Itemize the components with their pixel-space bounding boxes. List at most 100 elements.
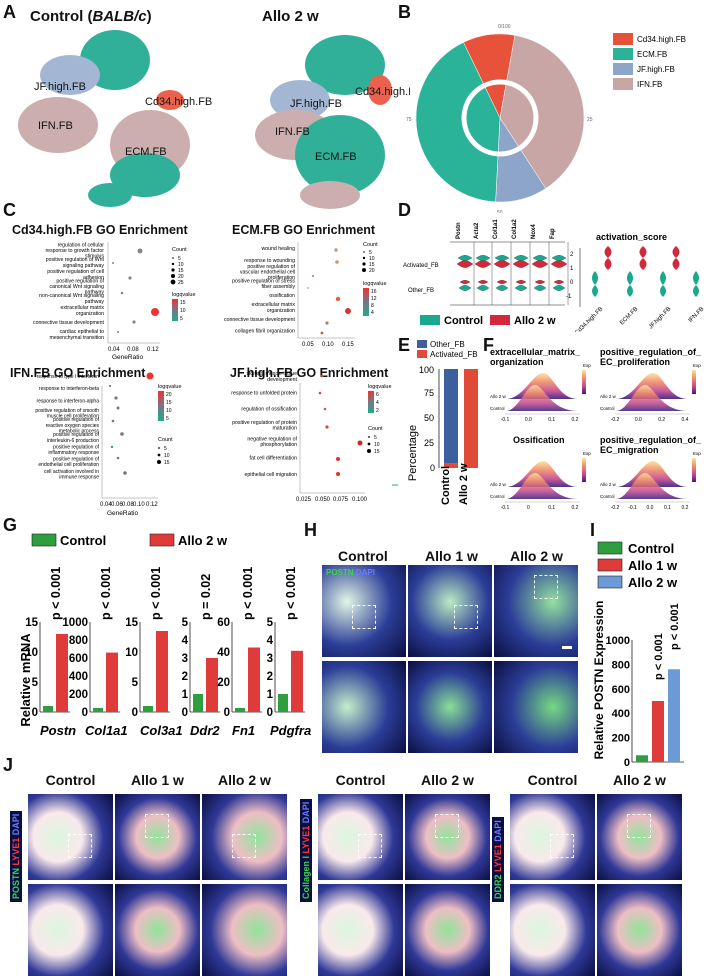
g-ytick: 10: [25, 647, 38, 659]
jf-count-2: 15: [374, 449, 380, 455]
ifn-xtick-4: 0.12: [146, 502, 158, 508]
i-ytick: 1000: [606, 635, 630, 647]
i-bar-Control: [636, 755, 648, 762]
go-term: regulation of ossification: [241, 407, 297, 413]
umap-jf-blob: [40, 55, 100, 95]
e-ytick-4: 0: [430, 463, 435, 473]
zoom-box: [627, 814, 651, 838]
ecm-count-2: 15: [369, 262, 375, 268]
f-xtick: 0.0: [647, 505, 654, 511]
d-violin: [553, 280, 565, 284]
g-ytick: 20: [217, 677, 230, 689]
umap-label-ecm-control: ECM.FB: [125, 146, 167, 158]
d-violin: [494, 255, 510, 261]
g-ytick: 0: [267, 707, 273, 719]
d-violin: [551, 255, 567, 261]
f-xtick: 0: [527, 505, 530, 511]
i-bar-Allo 2 w: [668, 669, 680, 762]
d-violin: [476, 285, 490, 291]
d-score-violin-allo: [604, 246, 612, 270]
cd34-xtick-1: 0.08: [127, 347, 139, 353]
e-bar-activated-Allo 2 w: [464, 369, 478, 468]
j-micrograph: [510, 794, 595, 880]
d-row-other: Other_FB: [408, 288, 434, 294]
f-legend-bar: [692, 370, 696, 394]
f-legend-title: Exp: [693, 451, 701, 456]
d-score-y0: 2: [570, 252, 574, 258]
j-stain-label-1: Collagen I LYVE1 DAPI: [300, 798, 312, 902]
f-xtick: 0.1: [548, 417, 555, 423]
g-ytick: 1: [182, 689, 189, 701]
g-xlabel-Ddr2: Ddr2: [190, 723, 220, 738]
pie-tick-left: 75: [406, 117, 412, 123]
jf-count-0: 5: [374, 435, 377, 441]
g-legend-control: Control: [60, 533, 106, 548]
i-pval-1: p < 0.001: [669, 603, 681, 650]
j-micrograph: [597, 884, 682, 976]
j-col-header: Allo 2 w: [421, 772, 474, 788]
i-ytick: 400: [612, 708, 630, 720]
f-ridge-allo: [616, 461, 688, 487]
ecm-count-title: Count: [363, 242, 378, 248]
umap-ifn-blob: [18, 97, 98, 153]
go-term: response to interferon-alpha: [36, 398, 99, 404]
d-violin: [459, 280, 471, 284]
f-legend-bar: [582, 458, 586, 482]
ifn-xtick-1: 0.06: [111, 502, 123, 508]
h-col-0: Control: [338, 548, 388, 564]
pie-legend-2: JF.high.FB: [637, 65, 675, 74]
g-ytick: 5: [132, 677, 139, 689]
f-legend-title: Exp: [583, 451, 591, 456]
f-ridge-control: [506, 385, 578, 411]
f-title-0: extracellular_matrix_ organization: [490, 347, 581, 367]
d-score-violin-control: [693, 271, 699, 297]
panel-label-c: C: [3, 200, 16, 220]
panel-label-b: B: [398, 2, 411, 22]
jf-xtick-1: 0.050: [315, 497, 331, 503]
j-micrograph: [597, 794, 682, 880]
umap-cd34-blob: [156, 90, 184, 110]
jf-lq-1: 4: [376, 400, 379, 406]
h-image-grid: [322, 565, 584, 755]
ifn-count-2: 15: [164, 460, 170, 466]
d-violin: [515, 280, 527, 284]
g-xlabel-Fn1: Fn1: [232, 723, 255, 738]
jf-lq-0: 6: [376, 392, 379, 398]
j-micrograph: [510, 884, 595, 976]
go-term: cell activation involved in immune respon…: [44, 469, 99, 481]
h-micrograph: [322, 661, 406, 753]
f-row-allo: Allo 2 w: [600, 482, 617, 487]
d-score-xtick: IFN.FB: [688, 306, 705, 324]
j-col-header: Allo 2 w: [613, 772, 666, 788]
h-col-1: Allo 1 w: [425, 548, 478, 564]
g-bar-control-Ddr2: [193, 694, 203, 712]
g-ytick: 4: [182, 635, 189, 647]
umap-plots: JF.high.FB Cd34.high.FB IFN.FB ECM.FB JF…: [18, 30, 410, 209]
f-xtick: -0.1: [501, 505, 510, 511]
e-ytick-2: 50: [424, 413, 434, 423]
d-gene-Col1a1: Col1a1: [493, 219, 499, 239]
jf-lq-2: 2: [376, 408, 379, 414]
g-bar-allo-Col1a1: [106, 652, 118, 712]
f-row-allo: Allo 2 w: [490, 482, 507, 487]
j-micrograph: [202, 884, 287, 976]
i-ytick: 200: [612, 733, 630, 745]
d-score-violin-allo: [639, 246, 647, 270]
pie-legend-0: Cd34.high.FB: [637, 35, 686, 44]
d-row-activated: Activated_FB: [403, 263, 439, 269]
d-score-title: activation_score: [596, 232, 667, 242]
g-bar-allo-Fn1: [248, 647, 260, 712]
scale-bar: [562, 646, 572, 649]
g-ytick: 800: [69, 635, 88, 647]
g-bar-allo-Ddr2: [206, 658, 218, 712]
panel-label-f: F: [483, 335, 494, 355]
i-bar-Allo 1 w: [652, 701, 664, 762]
go-term: connective tissue development: [224, 317, 295, 323]
g-bar-control-Postn: [43, 706, 53, 712]
f-title-1: positive_regulation_of_ EC_proliferation: [600, 347, 702, 367]
umap-label-cd34-control: Cd34.high.FB: [145, 96, 212, 108]
g-ytick: 2: [182, 671, 188, 683]
cd34-xlabel: GeneRatio: [112, 354, 143, 361]
ifn-count-1: 10: [164, 453, 170, 459]
j-micrograph: [28, 794, 113, 880]
